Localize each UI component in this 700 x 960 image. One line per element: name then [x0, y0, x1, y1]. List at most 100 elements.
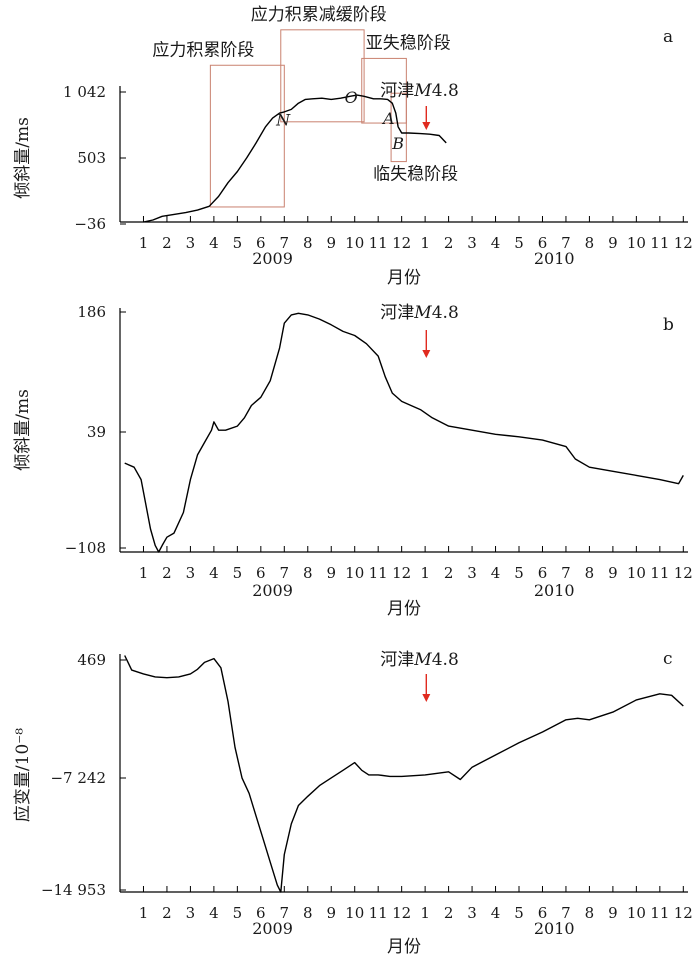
year-label: 2009 — [252, 919, 293, 938]
y-axis-title: 倾斜量/ms — [13, 389, 33, 471]
x-tick-label: 2 — [162, 564, 172, 582]
x-tick-label: 11 — [369, 234, 388, 252]
event-arrowhead — [422, 122, 431, 130]
x-tick-label: 5 — [514, 234, 524, 252]
y-tick-label: −14 953 — [41, 881, 106, 899]
year-label: 2010 — [534, 581, 575, 600]
x-tick-label: 9 — [326, 904, 336, 922]
x-tick-label: 6 — [256, 564, 266, 582]
y-tick-label: −7 242 — [50, 769, 106, 787]
x-tick-label: 2 — [162, 904, 172, 922]
x-tick-label: 12 — [674, 904, 693, 922]
x-tick-label: 10 — [627, 904, 646, 922]
x-tick-label: 2 — [444, 904, 454, 922]
y-tick-label: −108 — [65, 539, 106, 557]
stage-box — [390, 92, 407, 163]
x-tick-label: 9 — [608, 904, 618, 922]
x-tick-label: 5 — [233, 234, 243, 252]
stage-box — [280, 29, 365, 123]
x-tick-label: 6 — [538, 564, 548, 582]
series-line — [124, 312, 684, 553]
x-tick-label: 10 — [345, 234, 364, 252]
x-axis-title: 月份 — [387, 599, 421, 619]
x-tick-label: 10 — [627, 564, 646, 582]
panel-label: a — [663, 27, 673, 47]
x-tick-label: 4 — [491, 234, 501, 252]
x-tick-label: 6 — [256, 904, 266, 922]
x-tick-label: 9 — [326, 564, 336, 582]
x-tick-label: 5 — [233, 564, 243, 582]
x-tick-label: 12 — [392, 234, 411, 252]
x-tick-label: 8 — [585, 234, 595, 252]
panel-label: b — [663, 315, 674, 335]
x-tick-label: 8 — [303, 564, 313, 582]
x-tick-label: 12 — [392, 904, 411, 922]
x-tick-label: 10 — [627, 234, 646, 252]
x-tick-label: 1 — [139, 234, 149, 252]
x-tick-label: 7 — [280, 564, 290, 582]
event-label: 河津M4.8 — [380, 650, 458, 670]
y-axis-title: 倾斜量/ms — [13, 117, 33, 199]
x-axis-title: 月份 — [387, 937, 421, 957]
x-tick-label: 4 — [491, 904, 501, 922]
event-label: 河津M4.8 — [380, 81, 458, 101]
x-tick-label: 3 — [186, 564, 196, 582]
x-tick-label: 11 — [369, 904, 388, 922]
x-tick-label: 4 — [209, 234, 219, 252]
stage-box — [209, 64, 285, 208]
x-tick-label: 6 — [256, 234, 266, 252]
x-tick-label: 8 — [303, 234, 313, 252]
y-tick-label: −36 — [74, 215, 106, 233]
x-tick-label: 7 — [280, 234, 290, 252]
x-tick-label: 7 — [561, 564, 571, 582]
x-tick-label: 4 — [491, 564, 501, 582]
point-label: A — [381, 109, 395, 128]
x-tick-label: 3 — [467, 234, 477, 252]
y-tick-label: 1 042 — [63, 83, 106, 101]
x-tick-label: 7 — [561, 904, 571, 922]
x-tick-label: 1 — [420, 564, 430, 582]
x-tick-label: 8 — [585, 564, 595, 582]
x-tick-label: 9 — [326, 234, 336, 252]
x-tick-label: 3 — [186, 234, 196, 252]
x-tick-label: 6 — [538, 904, 548, 922]
y-tick-label: 39 — [87, 423, 106, 441]
x-tick-label: 4 — [209, 904, 219, 922]
y-tick-label: 469 — [77, 651, 106, 669]
y-tick-label: 503 — [77, 149, 106, 167]
x-tick-label: 1 — [420, 904, 430, 922]
event-arrowhead — [422, 694, 431, 702]
y-axis-title: 应变量/10⁻⁸ — [13, 728, 33, 822]
x-tick-label: 3 — [186, 904, 196, 922]
x-tick-label: 6 — [538, 234, 548, 252]
x-tick-label: 5 — [233, 904, 243, 922]
x-tick-label: 4 — [209, 564, 219, 582]
y-tick-label: 186 — [77, 303, 106, 321]
stage-label: 亚失稳阶段 — [366, 33, 451, 53]
event-arrowhead — [422, 350, 431, 358]
stage-box — [361, 57, 407, 124]
x-axis-title: 月份 — [387, 268, 421, 288]
x-tick-label: 5 — [514, 564, 524, 582]
x-tick-label: 1 — [420, 234, 430, 252]
event-label: 河津M4.8 — [380, 303, 458, 323]
year-label: 2010 — [534, 919, 575, 938]
x-tick-label: 10 — [345, 564, 364, 582]
panel-label: c — [663, 649, 673, 669]
stage-label: 应力积累阶段 — [152, 40, 254, 60]
x-tick-label: 12 — [392, 564, 411, 582]
x-tick-label: 3 — [467, 564, 477, 582]
x-tick-label: 2 — [162, 234, 172, 252]
stage-label: 临失稳阶段 — [373, 165, 458, 185]
year-label: 2009 — [252, 581, 293, 600]
point-label: O — [345, 88, 358, 107]
x-tick-label: 1 — [139, 564, 149, 582]
x-tick-label: 3 — [467, 904, 477, 922]
x-tick-label: 12 — [674, 234, 693, 252]
x-tick-label: 7 — [280, 904, 290, 922]
x-tick-label: 5 — [514, 904, 524, 922]
